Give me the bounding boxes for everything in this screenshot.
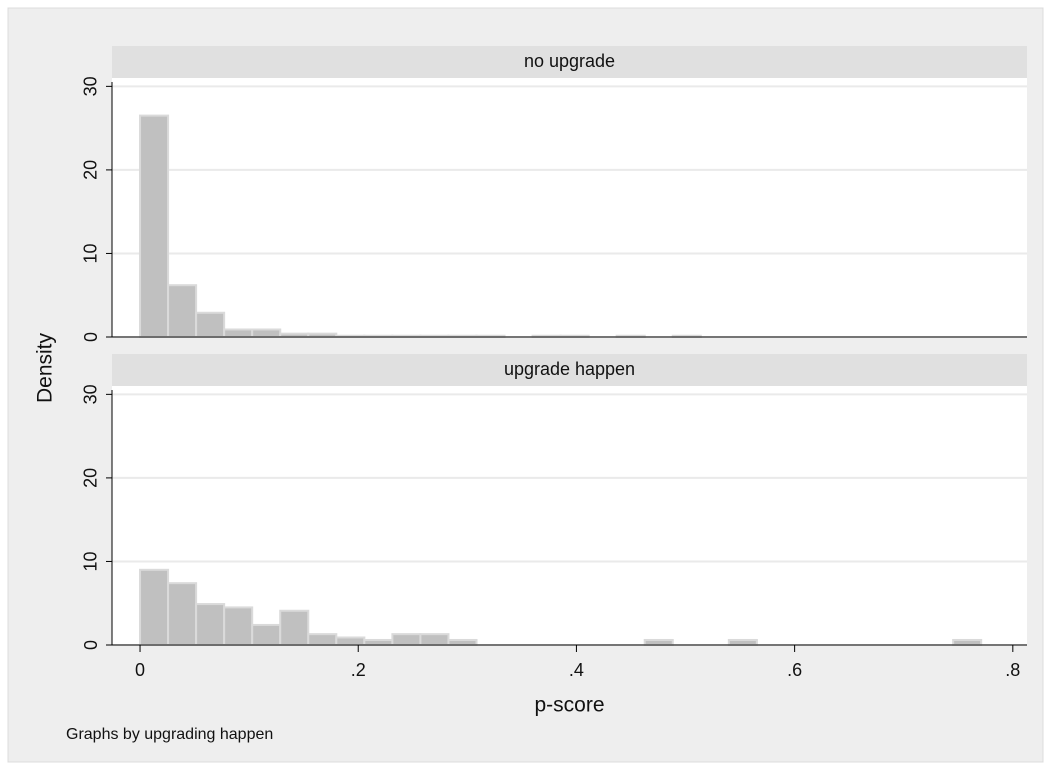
bar [279, 609, 310, 647]
bar [335, 636, 366, 647]
bar [643, 638, 674, 647]
panel-header [112, 354, 1027, 386]
plot-area [112, 78, 1027, 337]
note: Graphs by upgrading happen [66, 726, 273, 743]
panel-title: no upgrade [524, 51, 615, 71]
y-tick-label: 0 [81, 640, 101, 650]
bar [139, 568, 170, 647]
bar [251, 328, 282, 339]
bar [167, 284, 198, 339]
bar [727, 638, 758, 647]
bar [279, 332, 310, 338]
bar [139, 114, 170, 338]
x-tick-label: .4 [569, 660, 584, 680]
bar [167, 582, 198, 646]
plot-area [112, 386, 1027, 645]
bar [307, 332, 338, 338]
y-tick-label: 30 [81, 76, 101, 96]
panel-header [112, 46, 1027, 78]
panel-title: upgrade happen [504, 359, 635, 379]
bar [307, 633, 338, 647]
y-tick-label: 20 [81, 160, 101, 180]
y-tick-label: 0 [81, 332, 101, 342]
bar [195, 311, 226, 338]
bar [223, 328, 254, 339]
x-tick-label: .8 [1005, 660, 1020, 680]
bar [363, 638, 394, 647]
y-tick-label: 30 [81, 384, 101, 404]
y-tick-label: 10 [81, 551, 101, 571]
bar [447, 638, 478, 647]
bar [952, 638, 983, 647]
y-axis-label: Density [34, 332, 57, 403]
x-tick-label: 0 [135, 660, 145, 680]
y-tick-label: 20 [81, 468, 101, 488]
bar [251, 623, 282, 646]
x-axis-label: p-score [534, 694, 604, 717]
bar [195, 603, 226, 646]
bar [391, 633, 422, 647]
x-tick-label: .2 [351, 660, 366, 680]
x-tick-label: .6 [787, 660, 802, 680]
bar [419, 633, 450, 647]
y-tick-label: 10 [81, 243, 101, 263]
bar [223, 606, 254, 646]
